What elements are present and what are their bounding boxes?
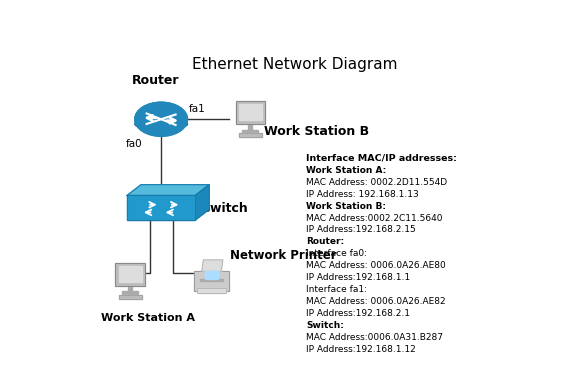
Bar xyxy=(242,130,259,132)
Text: fa0: fa0 xyxy=(126,139,142,149)
Bar xyxy=(239,134,262,137)
Text: Interface fa1:: Interface fa1: xyxy=(306,285,367,294)
Text: Interface MAC/IP addresses:: Interface MAC/IP addresses: xyxy=(306,154,457,163)
Text: Interface fa0:: Interface fa0: xyxy=(306,249,367,258)
Bar xyxy=(128,286,132,292)
Text: MAC Address:0002.2C11.5640: MAC Address:0002.2C11.5640 xyxy=(306,214,442,223)
Text: Ethernet Network Diagram: Ethernet Network Diagram xyxy=(192,57,398,72)
Text: Network Printer: Network Printer xyxy=(230,249,337,262)
Text: MAC Address: 0006.0A26.AE80: MAC Address: 0006.0A26.AE80 xyxy=(306,261,446,270)
Text: Work Station B:: Work Station B: xyxy=(306,202,386,210)
Bar xyxy=(205,271,218,278)
Polygon shape xyxy=(127,185,209,195)
Bar xyxy=(122,291,138,295)
Ellipse shape xyxy=(135,102,187,136)
Bar xyxy=(236,101,265,124)
Bar xyxy=(248,124,252,130)
Text: IP Address:192.168.2.15: IP Address:192.168.2.15 xyxy=(306,225,416,235)
Text: Work Station A: Work Station A xyxy=(101,313,195,323)
Text: Work Station B: Work Station B xyxy=(264,125,369,137)
Bar xyxy=(197,288,226,293)
Text: Router: Router xyxy=(132,74,179,87)
Bar xyxy=(119,266,142,282)
Bar xyxy=(197,288,226,293)
Bar xyxy=(127,195,195,220)
Polygon shape xyxy=(195,185,209,220)
Ellipse shape xyxy=(135,102,187,136)
Bar xyxy=(194,271,229,291)
Text: Router:: Router: xyxy=(306,237,344,247)
Text: IP Address:192.168.1.12: IP Address:192.168.1.12 xyxy=(306,345,416,354)
Polygon shape xyxy=(202,260,223,271)
Text: IP Address:192.168.1.1: IP Address:192.168.1.1 xyxy=(306,273,410,282)
Bar xyxy=(236,101,265,124)
Bar xyxy=(239,134,262,137)
Bar xyxy=(115,263,145,286)
Bar xyxy=(239,104,262,120)
Text: Work Station A:: Work Station A: xyxy=(306,166,386,175)
Bar xyxy=(115,263,145,286)
Text: IP Address:192.168.2.1: IP Address:192.168.2.1 xyxy=(306,309,410,318)
Text: MAC Address: 0006.0A26.AE82: MAC Address: 0006.0A26.AE82 xyxy=(306,297,446,306)
Bar xyxy=(127,195,195,220)
Text: MAC Address:0006.0A31.B287: MAC Address:0006.0A31.B287 xyxy=(306,333,443,342)
Bar xyxy=(119,295,142,299)
Bar xyxy=(194,271,229,291)
Bar xyxy=(119,295,142,299)
Bar xyxy=(200,278,223,281)
Text: Switch: Switch xyxy=(202,202,248,215)
Text: fa1: fa1 xyxy=(189,104,206,114)
Text: Switch:: Switch: xyxy=(306,321,344,330)
Text: MAC Address: 0002.2D11.554D: MAC Address: 0002.2D11.554D xyxy=(306,178,447,187)
Text: IP Address: 192.168.1.13: IP Address: 192.168.1.13 xyxy=(306,190,419,199)
Ellipse shape xyxy=(135,118,187,130)
